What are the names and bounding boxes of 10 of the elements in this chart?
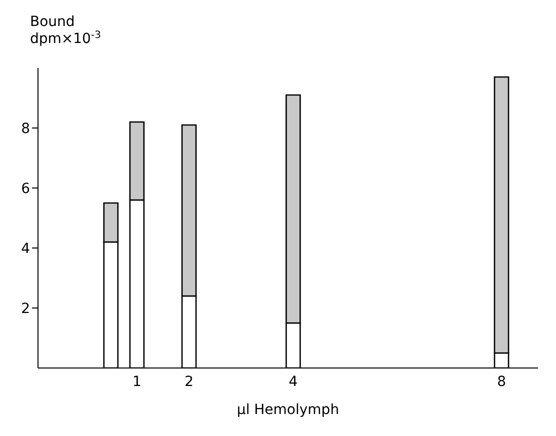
y-tick-label: 8 <box>21 120 30 137</box>
y-axis-title: Bound dpm×10$^{-3}$ <box>30 14 101 47</box>
x-tick-label: 4 <box>288 374 298 390</box>
x-tick-label: 2 <box>184 374 194 390</box>
x-axis-title: µl Hemolymph <box>236 402 340 418</box>
y-tick-label: 4 <box>21 240 30 257</box>
y-tick-label: 2 <box>21 300 30 317</box>
y-tick-label: 6 <box>21 180 30 197</box>
x-tick-label: 8 <box>497 374 506 390</box>
x-tick-label: 1 <box>132 374 142 390</box>
